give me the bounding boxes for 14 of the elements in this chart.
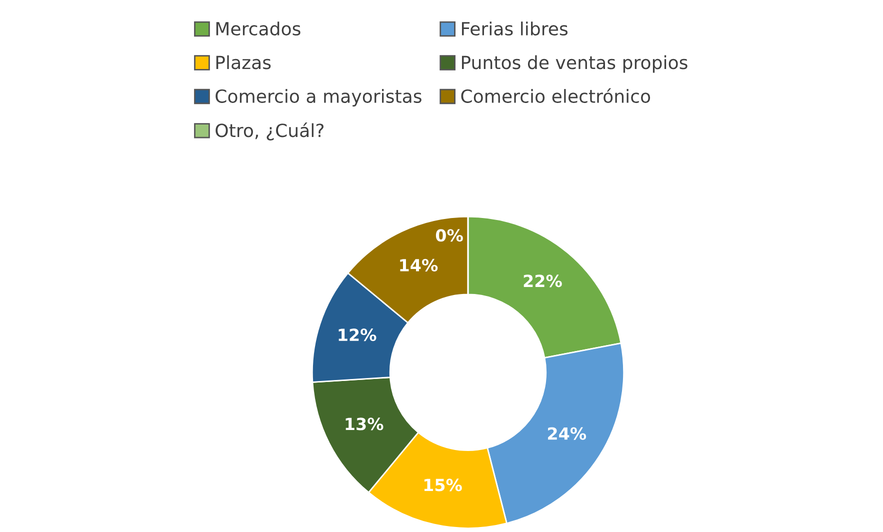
data-label: 12% bbox=[338, 328, 376, 342]
legend-label: Otro, ¿Cuál? bbox=[216, 122, 324, 141]
data-label: 22% bbox=[524, 274, 562, 288]
legend-label: Comercio electrónico bbox=[461, 88, 650, 103]
data-label: 13% bbox=[346, 418, 384, 430]
legend-label: Plazas bbox=[216, 55, 271, 70]
data-label: 15% bbox=[424, 478, 462, 492]
legend-label: Mercados bbox=[216, 22, 300, 36]
legend-label: Ferias libres bbox=[462, 22, 568, 36]
text: 0% bbox=[436, 229, 463, 242]
data-label: 24% bbox=[548, 427, 586, 440]
legend-label: Puntos de ventas propios bbox=[462, 55, 688, 73]
data-label: 14% bbox=[400, 258, 438, 272]
legend-label: Comercio a mayoristas bbox=[216, 89, 422, 106]
